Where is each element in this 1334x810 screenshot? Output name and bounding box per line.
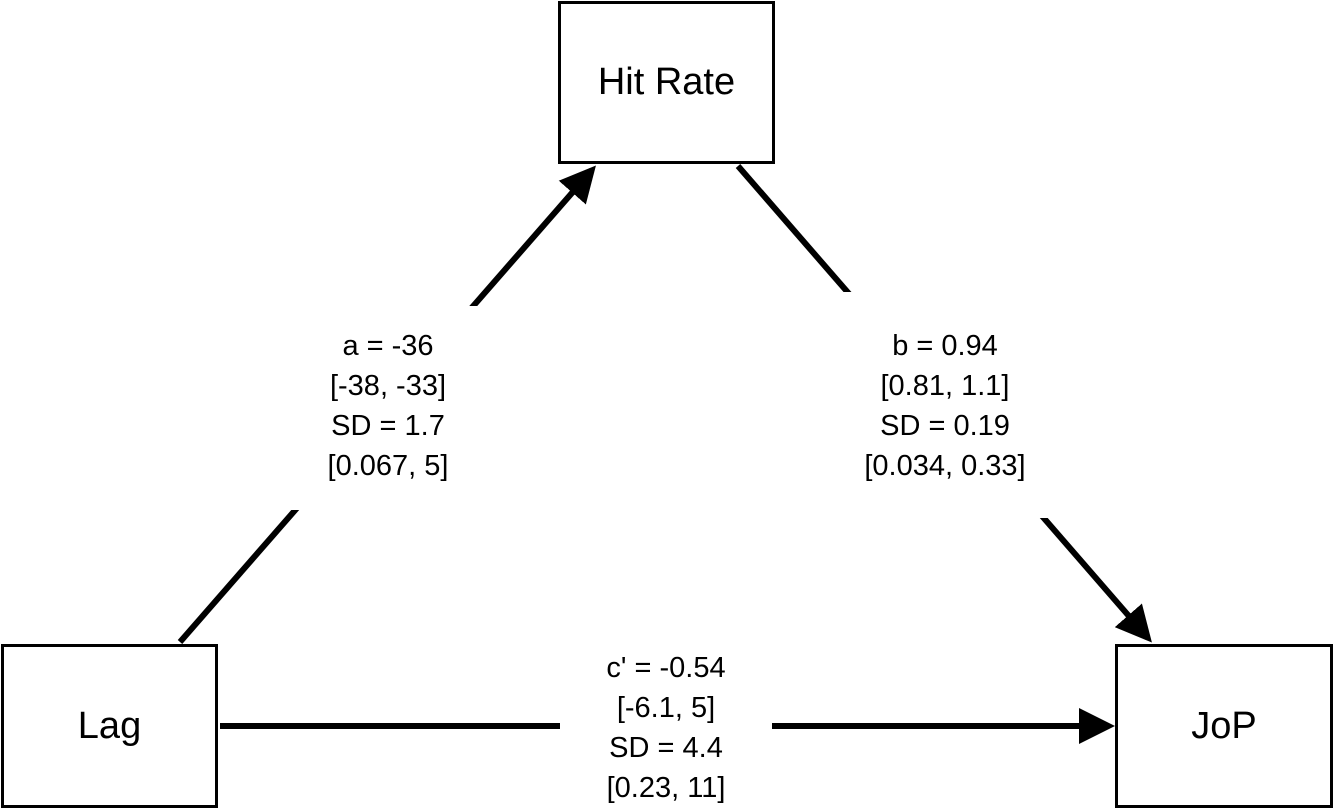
path-a-coefficient: a = -36 bbox=[342, 330, 434, 362]
path-b-sd-ci: [0.034, 0.33] bbox=[864, 450, 1026, 482]
path-a-sd: SD = 1.7 bbox=[331, 410, 445, 442]
path-b-ci: [0.81, 1.1] bbox=[880, 370, 1010, 402]
node-jop-label: JoP bbox=[1191, 704, 1257, 747]
path-a-label: a = -36 [-38, -33] SD = 1.7 [0.067, 5] bbox=[288, 306, 488, 510]
path-a-sd-ci: [0.067, 5] bbox=[327, 450, 449, 482]
path-b-coefficient: b = 0.94 bbox=[892, 330, 998, 362]
node-lag: Lag bbox=[1, 644, 218, 808]
node-jop: JoP bbox=[1115, 644, 1333, 808]
node-hit-rate-label: Hit Rate bbox=[597, 61, 736, 103]
node-lag-label: Lag bbox=[77, 704, 142, 747]
path-c-prime-sd: SD = 4.4 bbox=[609, 732, 723, 764]
path-a-ci: [-38, -33] bbox=[329, 370, 447, 402]
path-b-label: b = 0.94 [0.81, 1.1] SD = 0.19 [0.034, 0… bbox=[820, 292, 1070, 518]
node-hit-rate: Hit Rate bbox=[558, 1, 775, 164]
path-c-prime-coefficient: c' = -0.54 bbox=[606, 652, 726, 684]
path-c-prime-label: c' = -0.54 [-6.1, 5] SD = 4.4 [0.23, 11] bbox=[560, 646, 772, 810]
path-c-prime-ci: [-6.1, 5] bbox=[616, 692, 716, 724]
path-c-prime-sd-ci: [0.23, 11] bbox=[606, 772, 726, 804]
path-b-sd: SD = 0.19 bbox=[880, 410, 1010, 442]
